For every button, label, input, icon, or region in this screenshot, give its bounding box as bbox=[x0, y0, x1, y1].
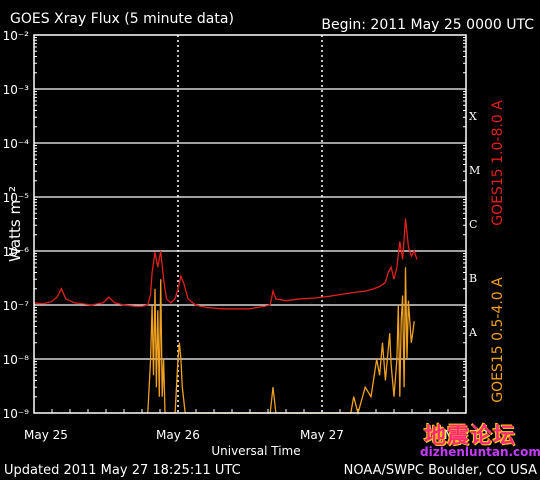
series-line-2 bbox=[147, 267, 415, 416]
y-tick-label: 10⁻⁶ bbox=[3, 245, 30, 259]
chart-title: GOES Xray Flux (5 minute data) bbox=[10, 11, 234, 27]
y-tick-label: 10⁻⁴ bbox=[3, 137, 30, 151]
flare-class-label: C bbox=[469, 218, 477, 231]
x-tick-label: May 28 bbox=[444, 428, 488, 442]
data-series bbox=[33, 218, 418, 416]
series-line-1 bbox=[33, 218, 418, 310]
flare-class-label: M bbox=[469, 164, 480, 177]
updated-text: Updated 2011 May 27 18:25:11 UTC bbox=[4, 463, 241, 478]
y-axis-label: Watts m⁻² bbox=[6, 186, 24, 262]
watermark-text: 地震论坛 bbox=[424, 424, 517, 449]
flare-class-label: A bbox=[468, 326, 478, 339]
legend-series-2: GOES15 0.5-4.0 A bbox=[490, 277, 506, 403]
x-tick-label: May 27 bbox=[300, 428, 344, 442]
y-axis-ticks: 10⁻² 10⁻³ 10⁻⁴ 10⁻⁵ 10⁻⁶ 10⁻⁷ 10⁻⁸ 10⁻⁹ bbox=[3, 29, 466, 421]
begin-time: Begin: 2011 May 25 0000 UTC bbox=[321, 17, 534, 33]
y-tick-label: 10⁻² bbox=[3, 29, 30, 43]
y-tick-label: 10⁻³ bbox=[3, 83, 30, 97]
y-tick-label: 10⁻⁸ bbox=[3, 353, 30, 367]
watermark-logo: 地震论坛 dizhenluntan.com bbox=[420, 418, 540, 478]
y-tick-label: 10⁻⁵ bbox=[3, 191, 30, 205]
x-axis-label: Universal Time bbox=[211, 444, 300, 458]
credit-text: NOAA/SWPC Boulder, CO USA bbox=[344, 463, 537, 478]
x-tick-label: May 26 bbox=[156, 428, 200, 442]
y-tick-label: 10⁻⁷ bbox=[3, 299, 30, 313]
watermark-url: dizhenluntan.com bbox=[420, 445, 540, 459]
y-tick-label: 10⁻⁹ bbox=[3, 407, 30, 421]
gridlines bbox=[34, 35, 466, 413]
flare-class-labels: X M C B A bbox=[468, 110, 480, 339]
x-tick-label: May 25 bbox=[24, 428, 68, 442]
flare-class-label: B bbox=[469, 272, 477, 285]
plot-frame bbox=[33, 34, 467, 414]
flare-class-label: X bbox=[469, 110, 477, 123]
legend-series-1: GOES15 1.0-8.0 A bbox=[490, 100, 506, 226]
